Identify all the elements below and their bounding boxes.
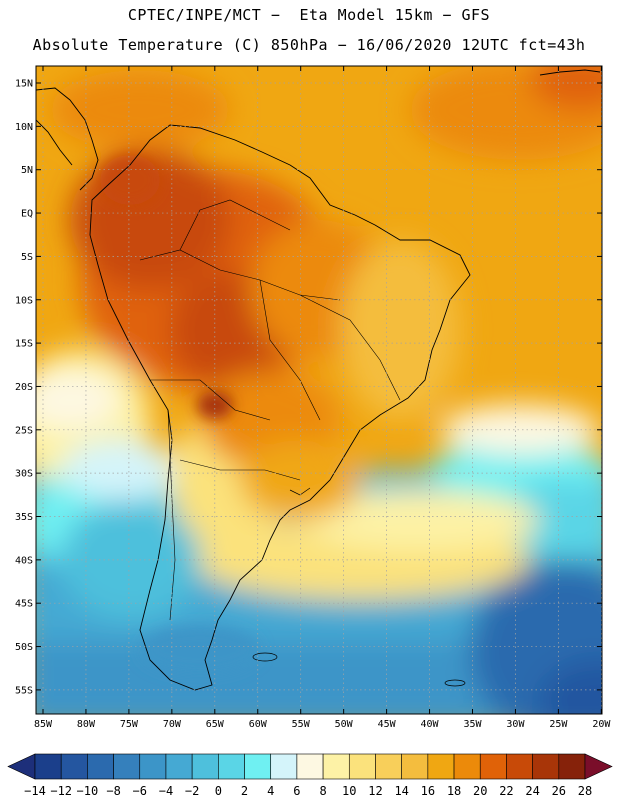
colorbar-swatch <box>34 753 62 780</box>
colorbar-swatch <box>401 753 429 780</box>
lat-label: 55S <box>15 685 33 696</box>
colorbar-over-arrow <box>584 753 613 780</box>
lat-label: EQ <box>21 209 33 220</box>
colorbar-swatch <box>244 753 272 780</box>
colorbar-swatch <box>322 753 350 780</box>
lon-label: 30W <box>506 719 525 730</box>
chart-subtitle: Absolute Temperature (C) 850hPa − 16/06/… <box>32 36 586 54</box>
south-america-outline <box>89 124 471 691</box>
lat-label: 15N <box>15 79 33 90</box>
coastlines <box>36 69 601 691</box>
colorbar-swatch <box>191 753 219 780</box>
colorbar-label: 2 <box>241 784 248 798</box>
colorbar-label: −14 <box>24 784 46 798</box>
colorbar-label: 16 <box>421 784 435 798</box>
lon-label: 25W <box>549 719 568 730</box>
lon-label: 80W <box>77 719 96 730</box>
colorbar-label: 26 <box>552 784 566 798</box>
colorbar-label: −12 <box>50 784 72 798</box>
lat-label: 40S <box>15 555 33 566</box>
colorbar-label: −2 <box>185 784 199 798</box>
colorbar-label: 0 <box>215 784 222 798</box>
lat-label: 5N <box>21 165 33 176</box>
colorbar-label: 8 <box>319 784 326 798</box>
lat-label: 5S <box>21 252 33 263</box>
lon-label: 60W <box>249 719 268 730</box>
colorbar-swatch <box>427 753 455 780</box>
lat-label: 50S <box>15 642 33 653</box>
colorbar-swatch <box>348 753 376 780</box>
colorbar-label: 12 <box>368 784 382 798</box>
colorbar-label: −6 <box>133 784 147 798</box>
colorbar-label: 18 <box>447 784 461 798</box>
colorbar-label: 14 <box>394 784 408 798</box>
lat-label: 45S <box>15 599 33 610</box>
lon-label: 35W <box>463 719 482 730</box>
colorbar-under-arrow <box>7 753 36 780</box>
lon-label: 75W <box>120 719 139 730</box>
lon-label: 55W <box>292 719 311 730</box>
lon-label: 40W <box>421 719 440 730</box>
lon-label: 50W <box>335 719 354 730</box>
colorbar-swatch <box>165 753 193 780</box>
graticule <box>36 66 602 714</box>
colorbar-swatch <box>296 753 324 780</box>
colorbar-swatch <box>113 753 141 780</box>
colorbar: −14 −12 −10 −8 −6 −4 −2 0 2 4 6 8 10 12 14 16 18 20 22 24 26… <box>7 753 613 798</box>
lon-label: 70W <box>163 719 182 730</box>
lon-label: 45W <box>378 719 397 730</box>
lat-label: 10S <box>15 295 33 306</box>
lat-label: 30S <box>15 469 33 480</box>
colorbar-swatch <box>453 753 481 780</box>
latitude-axis: 15N 10N 5N EQ 5S 10S 15S 20S 25S 30S 35S 40S 45S 50S 5… <box>15 79 602 696</box>
temperature-field <box>36 66 602 714</box>
longitude-axis: 85W 80W 75W 70W 65W 60W 55W 50W 45W 40W 35W 30W 25W 2… <box>34 66 611 730</box>
map-frame <box>35 65 603 715</box>
colorbar-swatch <box>139 753 167 780</box>
colorbar-swatch <box>218 753 245 780</box>
colorbar-swatch <box>479 753 507 780</box>
colorbar-label: 20 <box>473 784 487 798</box>
lat-label: 20S <box>15 382 33 393</box>
lat-label: 35S <box>15 512 33 523</box>
colorbar-swatch <box>270 753 298 780</box>
colorbar-swatch <box>532 753 560 780</box>
colorbar-label: 4 <box>267 784 274 798</box>
colorbar-label: −4 <box>159 784 173 798</box>
colorbar-swatch <box>375 753 402 780</box>
colorbar-swatch <box>506 753 533 780</box>
lat-label: 10N <box>15 122 33 133</box>
lon-label: 85W <box>34 719 53 730</box>
colorbar-swatch <box>558 753 586 780</box>
lat-label: 25S <box>15 425 33 436</box>
colorbar-label: −10 <box>77 784 99 798</box>
colorbar-label: 22 <box>499 784 513 798</box>
colorbar-label: 24 <box>525 784 539 798</box>
lon-label: 65W <box>206 719 225 730</box>
colorbar-label: 28 <box>578 784 592 798</box>
colorbar-label: −8 <box>106 784 120 798</box>
colorbar-label: 6 <box>293 784 300 798</box>
chart-title: CPTEC/INPE/MCT − Eta Model 15km − GFS <box>127 6 491 24</box>
colorbar-label: 10 <box>342 784 356 798</box>
lon-label: 20W <box>592 719 611 730</box>
central-america-outline <box>36 87 99 191</box>
lat-label: 15S <box>15 339 33 350</box>
colorbar-swatch <box>87 753 114 780</box>
colorbar-swatch <box>60 753 88 780</box>
